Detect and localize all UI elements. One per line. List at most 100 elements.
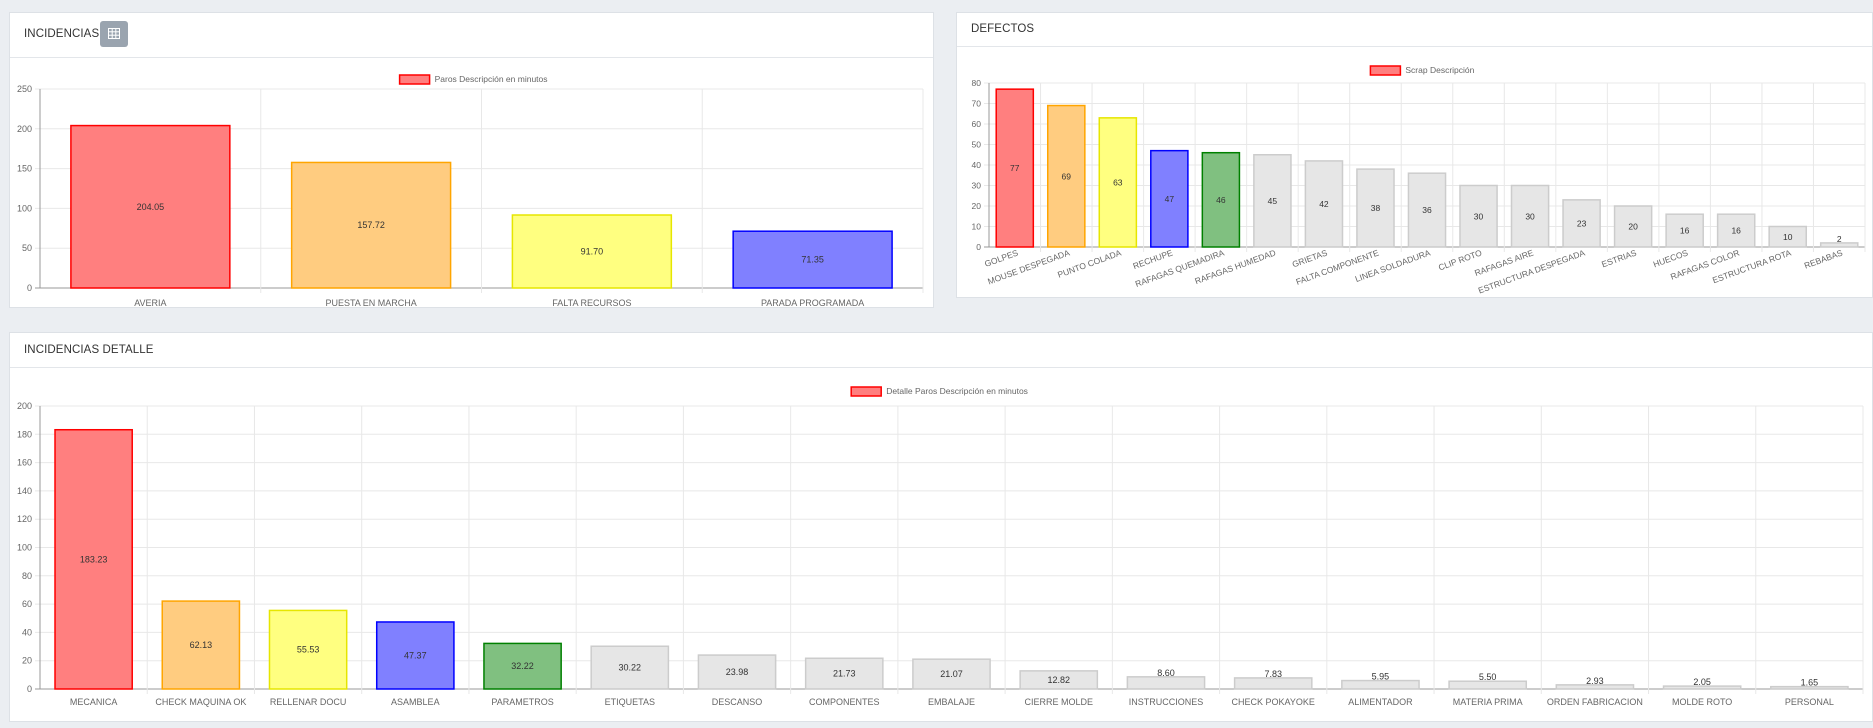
y-tick-label: 0	[27, 684, 32, 694]
bar-linea-soldadura[interactable]	[1407, 172, 1447, 248]
bar-value-label: 2.05	[1693, 677, 1711, 687]
y-tick-label: 100	[17, 543, 32, 553]
incidencias-chart: 0 50 100 150 200 250 Paros Descripción en minu…	[17, 74, 924, 307]
table-icon	[108, 28, 120, 39]
bar-estrias[interactable]	[1613, 205, 1653, 248]
y-tick-label: 50	[972, 140, 982, 150]
y-tick-label: 120	[17, 514, 32, 524]
x-tick-label: MECANICA	[70, 697, 118, 707]
bar-value-label: 2.93	[1586, 676, 1604, 686]
bar-etiquetas[interactable]	[590, 645, 670, 690]
bar-punto-colada[interactable]	[1098, 117, 1138, 248]
bar-asamblea[interactable]	[375, 621, 455, 690]
bar-value-label: 7.83	[1264, 669, 1282, 679]
bar-mouse-despegada[interactable]	[1046, 104, 1086, 248]
x-tick-label: PARAMETROS	[491, 697, 553, 707]
detalle-chart: 0 20 40 60 80 100 120 140 160 180 200 Detalle Paros…	[17, 386, 1864, 707]
x-tick-label: PERSONAL	[1785, 697, 1834, 707]
bar-instrucciones[interactable]	[1126, 676, 1206, 690]
bar-mecanica[interactable]	[54, 428, 133, 690]
y-tick-label: 20	[22, 656, 32, 666]
legend-swatch	[850, 386, 882, 397]
x-tick-label: GOLPES	[983, 247, 1020, 268]
bar-rellenar-docu[interactable]	[268, 609, 348, 690]
bar-value-label: 204.05	[137, 202, 165, 212]
defectos-panel: DEFECTOS 0 10 20 30 40 50 60 70 80 Scrap Descripc…	[956, 12, 1873, 298]
bar-puesta-en-marcha[interactable]	[290, 161, 452, 289]
incidencias-header: INCIDENCIAS	[10, 13, 933, 58]
bar-value-label: 21.73	[833, 669, 856, 679]
bar-value-label: 5.50	[1479, 672, 1497, 682]
bar-huecos[interactable]	[1665, 213, 1704, 248]
bar-value-label: 62.13	[190, 640, 213, 650]
y-tick-label: 0	[976, 242, 981, 252]
bar-alimentador[interactable]	[1341, 679, 1420, 690]
y-tick-label: 200	[17, 401, 32, 411]
bar-parametros[interactable]	[483, 642, 562, 690]
bar-value-label: 46	[1216, 195, 1226, 205]
x-tick-label: INSTRUCCIONES	[1129, 697, 1204, 707]
bar-rafagas-humedad[interactable]	[1253, 154, 1292, 248]
bar-value-label: 5.95	[1372, 672, 1390, 682]
bar-check-pokayoke[interactable]	[1233, 677, 1313, 690]
bar-value-label: 30	[1474, 211, 1484, 221]
x-tick-label: RELLENAR DOCU	[270, 697, 347, 707]
y-tick-label: 20	[972, 201, 982, 211]
bar-embalaje[interactable]	[912, 658, 991, 690]
bar-cierre-molde[interactable]	[1019, 670, 1099, 690]
bar-estructura-rota[interactable]	[1768, 225, 1808, 248]
bar-value-label: 55.53	[297, 645, 320, 655]
bar-orden-fabricacion[interactable]	[1555, 684, 1635, 690]
bar-value-label: 47.37	[404, 650, 427, 660]
bar-value-label: 63	[1113, 177, 1123, 187]
bar-value-label: 23	[1577, 218, 1587, 228]
chart-legend[interactable]: Paros Descripción en minutos	[398, 74, 548, 85]
bar-golpes[interactable]	[995, 88, 1035, 248]
bar-rafagas-color[interactable]	[1716, 213, 1756, 248]
legend-label: Detalle Paros Descripción en minutos	[886, 386, 1028, 396]
bar-averia[interactable]	[70, 124, 231, 289]
bar-falta-componente[interactable]	[1356, 168, 1395, 248]
bar-molde-roto[interactable]	[1662, 685, 1742, 690]
legend-label: Paros Descripción en minutos	[435, 74, 548, 84]
bar-value-label: 47	[1165, 194, 1175, 204]
bar-value-label: 10	[1783, 232, 1793, 242]
x-tick-label: REBABAS	[1803, 247, 1844, 270]
bar-rafagas-aire[interactable]	[1510, 184, 1550, 248]
bar-value-label: 38	[1371, 203, 1381, 213]
bar-falta-recursos[interactable]	[511, 214, 673, 289]
y-tick-label: 80	[972, 78, 982, 88]
bar-clip-roto[interactable]	[1459, 184, 1498, 248]
bar-rafagas-quemadira[interactable]	[1201, 151, 1241, 248]
bar-rebabas[interactable]	[1819, 242, 1859, 248]
y-tick-label: 0	[27, 283, 32, 293]
bar-rechupe[interactable]	[1150, 149, 1189, 248]
y-tick-label: 200	[17, 124, 32, 134]
y-tick-label: 10	[972, 222, 982, 232]
y-tick-label: 100	[17, 203, 32, 213]
incidencias-panel: INCIDENCIAS 0 50 100 150 200 250 Paros Descrip…	[9, 12, 934, 308]
bar-estructura-despegada[interactable]	[1562, 199, 1601, 248]
table-view-button[interactable]	[100, 21, 128, 47]
bar-check-maquina-ok[interactable]	[161, 600, 241, 690]
bar-value-label: 77	[1010, 163, 1020, 173]
x-tick-label: ESTRIAS	[1600, 247, 1638, 269]
bar-value-label: 91.70	[581, 247, 604, 257]
bar-personal[interactable]	[1770, 685, 1849, 690]
y-tick-label: 60	[972, 119, 982, 129]
bar-value-label: 12.82	[1047, 675, 1070, 685]
x-tick-label: PARADA PROGRAMADA	[761, 298, 864, 307]
bar-value-label: 183.23	[80, 554, 108, 564]
legend-swatch	[1369, 65, 1402, 76]
bar-parada-programada[interactable]	[732, 230, 893, 289]
bar-componentes[interactable]	[804, 657, 884, 690]
bar-materia-prima[interactable]	[1448, 680, 1528, 690]
bar-value-label: 32.22	[511, 661, 534, 671]
bar-descanso[interactable]	[697, 654, 777, 690]
chart-legend[interactable]: Detalle Paros Descripción en minutos	[850, 386, 1028, 397]
legend-swatch	[398, 74, 431, 85]
y-tick-label: 40	[972, 160, 982, 170]
chart-legend[interactable]: Scrap Descripción	[1369, 65, 1475, 76]
defectos-title: DEFECTOS	[971, 23, 1035, 35]
bar-grietas[interactable]	[1304, 160, 1344, 248]
